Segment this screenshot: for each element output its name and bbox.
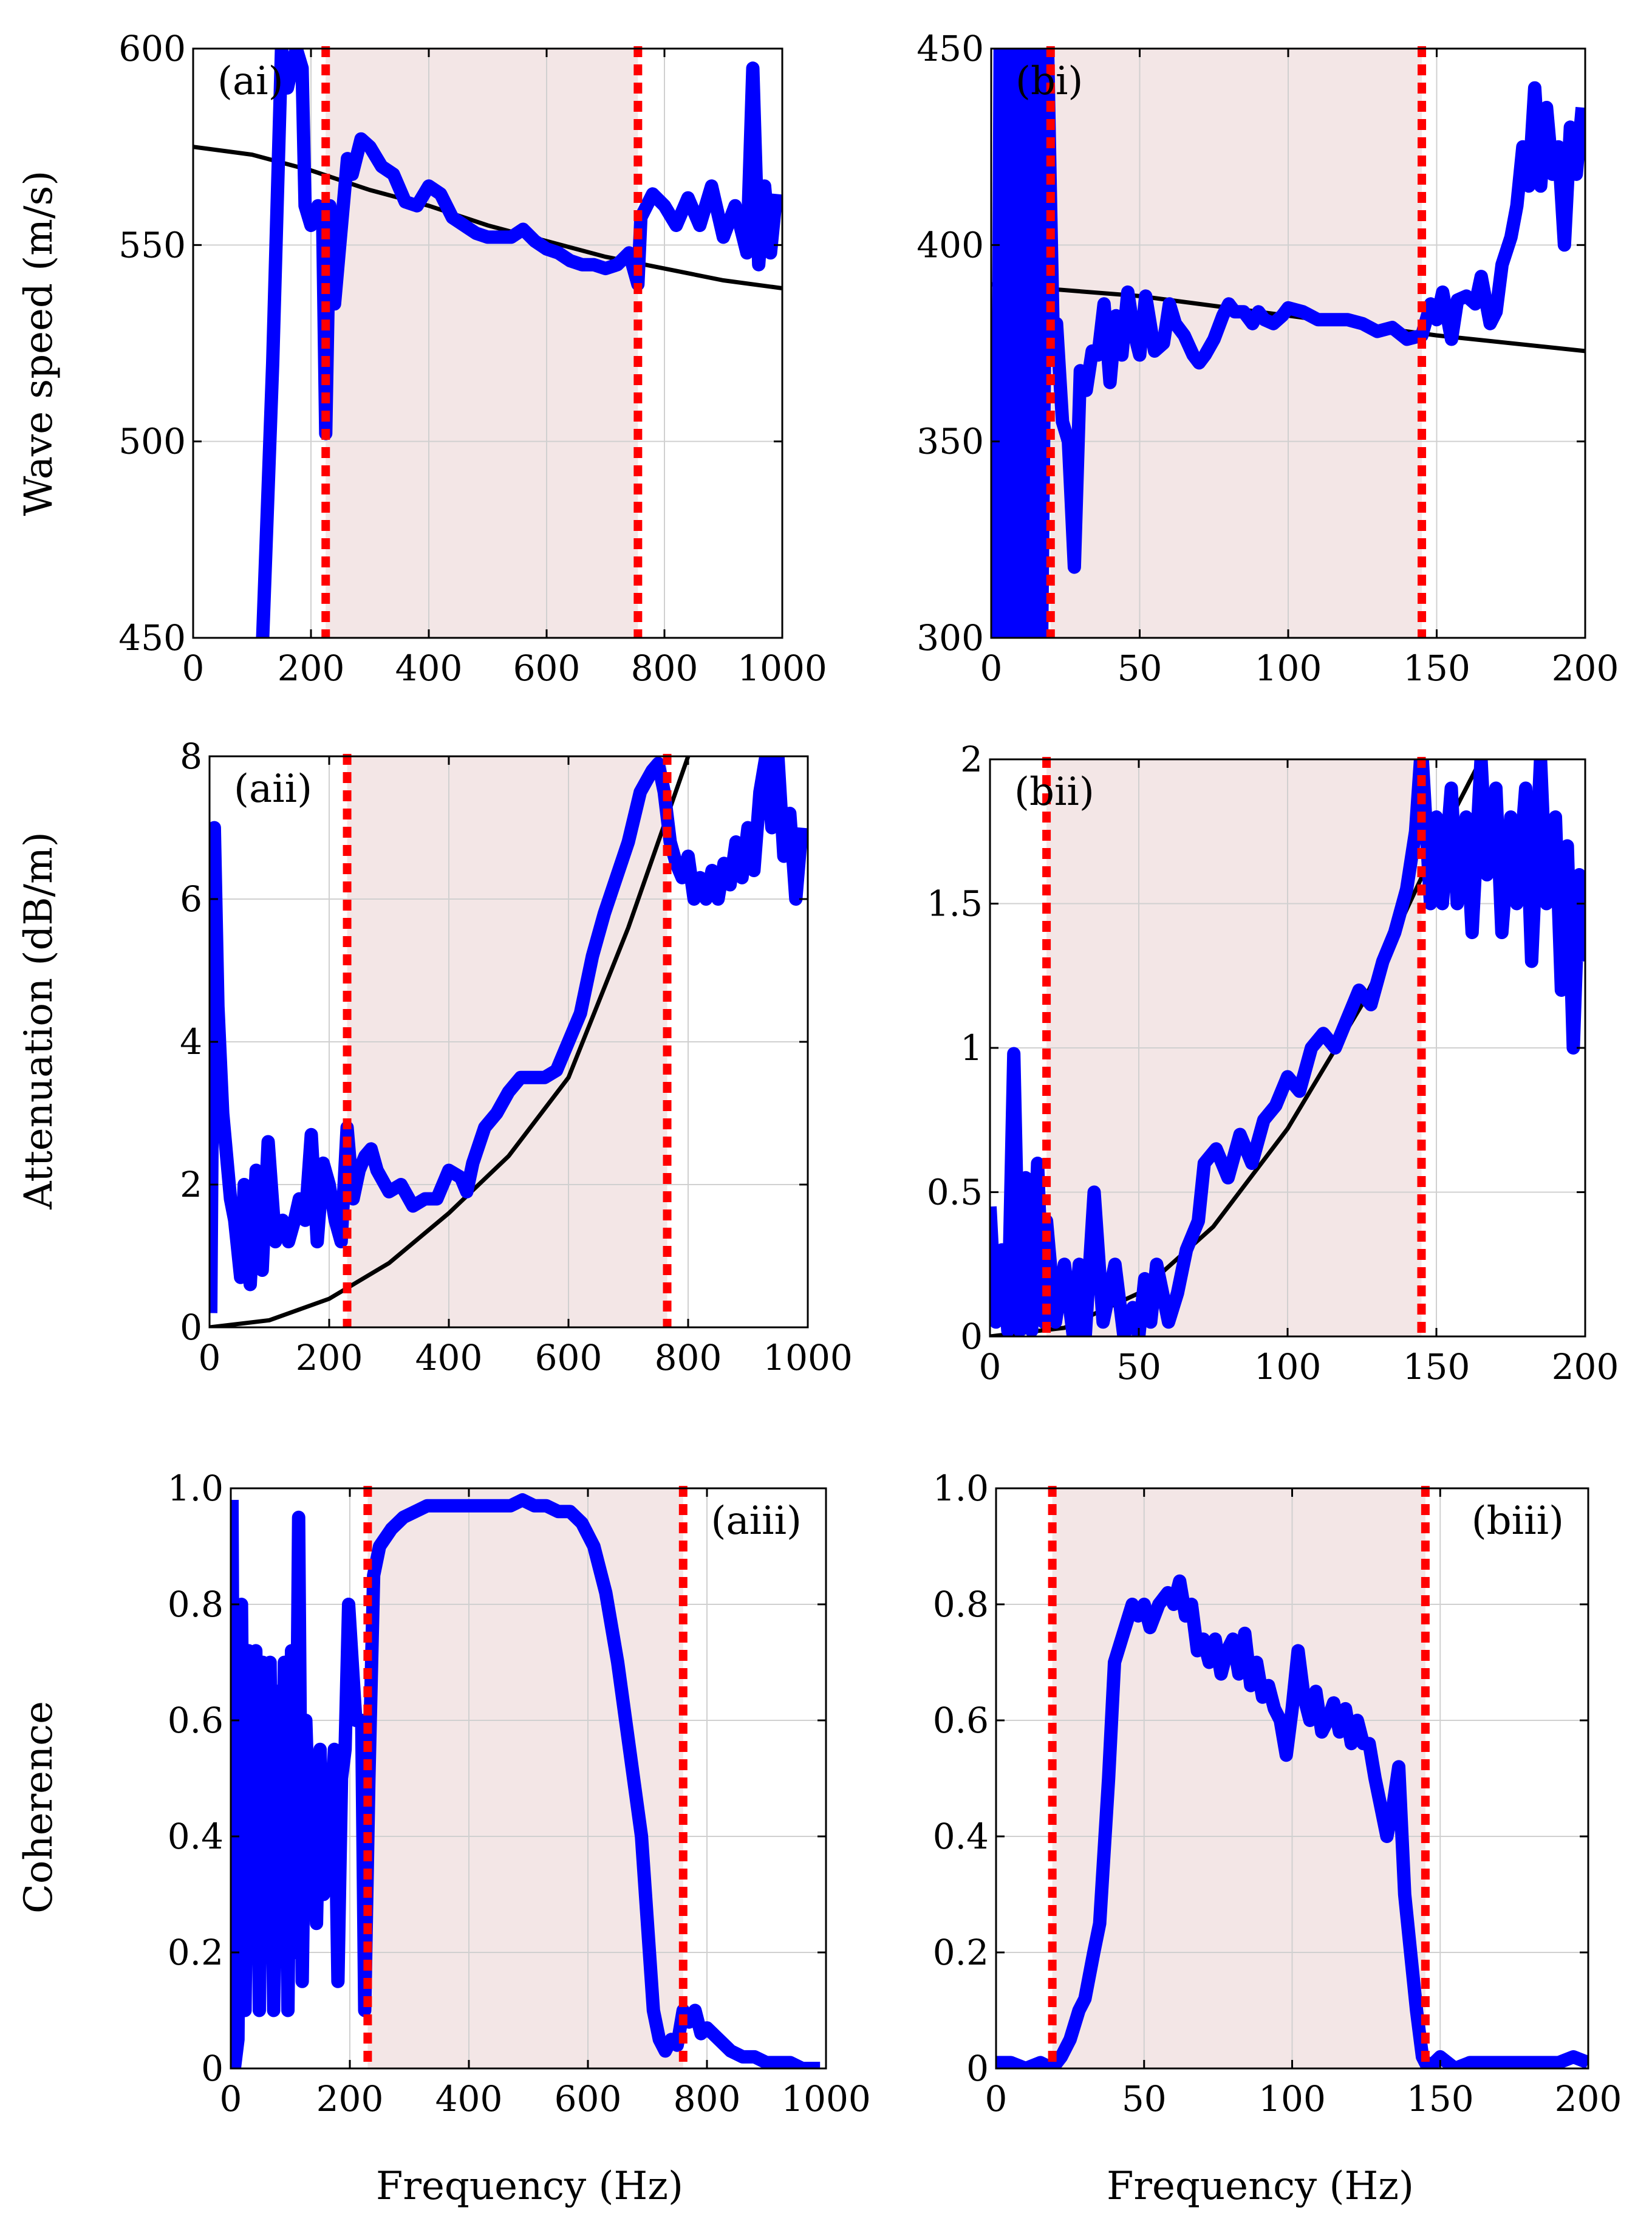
panel-aiii-xtick-label: 600 [555, 2078, 622, 2119]
panel-biii-data-line [996, 1574, 1588, 2068]
panel-bi-ytick-label: 400 [916, 224, 984, 265]
panel-ai-passband [326, 49, 638, 638]
ylabel-row3: Coherence [16, 1701, 61, 1914]
panel-biii-series [996, 1574, 1588, 2068]
panel-aiii-ytick-label: 1.0 [168, 1468, 224, 1509]
panel-biii-xtick-label: 50 [1122, 2078, 1167, 2119]
panel-aii-label: (aii) [234, 767, 312, 812]
panel-bi-data-line [991, 49, 1585, 638]
panel-biii-ytick-label: 0.8 [933, 1584, 989, 1625]
panel-biii-ytick-label: 0.2 [933, 1932, 989, 1973]
panel-biii-xtick-label: 150 [1407, 2078, 1474, 2119]
panel-bii-xtick-label: 200 [1552, 1346, 1619, 1387]
panel-bii-ytick-label: 2 [960, 739, 983, 780]
panel-bii-ytick-label: 0.5 [927, 1172, 983, 1213]
panel-aiii-axes-box [230, 1487, 827, 2070]
panel-aiii-ytick-label: 0.4 [168, 1816, 224, 1857]
panel-ai-ytick-label: 600 [118, 28, 186, 69]
panel-aiii-xtick-label: 0 [220, 2078, 242, 2119]
panel-biii-ytick-label: 1.0 [933, 1468, 989, 1509]
panel-aiii-xtick-label: 400 [435, 2078, 503, 2119]
panel-biii-xtick-label: 200 [1555, 2078, 1622, 2119]
panel-aiii: 0 200 400 600 800 1000 0 0.2 0.4 0.6 0.8 1.0 (aiii) [168, 1468, 871, 2119]
panel-aii-xtick-label: 800 [655, 1337, 722, 1378]
panel-aii-xtick-label: 200 [296, 1337, 363, 1378]
panel-ai-fit-line [193, 145, 782, 290]
panel-aii-xtick-label: 1000 [763, 1337, 853, 1378]
xlabel-col-b: Frequency (Hz) [1107, 2164, 1414, 2209]
panel-bii-ytick-label: 1.5 [927, 883, 983, 925]
ylabel-row1: Wave speed (m/s) [16, 171, 61, 516]
panel-bii-data-line [990, 759, 1585, 1336]
xlabel-col-a: Frequency (Hz) [376, 2164, 683, 2209]
panel-ai-axes-box [192, 47, 783, 639]
panel-biii-ytick-label: 0 [966, 2048, 989, 2089]
panel-ai-label: (ai) [217, 59, 284, 104]
panel-aii-xtick-label: 400 [415, 1337, 483, 1378]
panel-bii-label: (bii) [1014, 770, 1094, 815]
panel-bi-xtick-label: 50 [1118, 648, 1162, 689]
panel-aii-ytick-label: 4 [180, 1021, 202, 1062]
panel-aii-ytick-label: 0 [180, 1307, 202, 1348]
panel-bii-xtick-label: 100 [1254, 1346, 1322, 1387]
ylabel-row2: Attenuation (dB/m) [16, 832, 61, 1209]
panel-bi-ytick-label: 350 [916, 421, 984, 462]
panel-aiii-xtick-label: 800 [674, 2078, 741, 2119]
panel-aii-data-line [210, 756, 808, 1313]
panel-ai-series [193, 49, 782, 638]
panel-bi-series [991, 49, 1585, 638]
panel-bi: 0 50 100 150 200 300 350 400 450 (bi) [916, 28, 1619, 689]
panel-bi-label: (bi) [1015, 59, 1083, 104]
panel-biii-xtick-label: 100 [1258, 2078, 1326, 2119]
panel-aiii-ytick-label: 0.2 [168, 1932, 224, 1973]
panel-ai-ytick-label: 550 [118, 224, 186, 265]
panel-aii-series [210, 756, 808, 1327]
panel-bi-xtick-label: 100 [1255, 648, 1322, 689]
panel-bii-xtick-label: 150 [1403, 1346, 1470, 1387]
panel-bii-xtick-label: 0 [979, 1346, 1002, 1387]
panel-bii-xtick-label: 50 [1116, 1346, 1161, 1387]
panel-ai-xtick-label: 600 [513, 648, 581, 689]
panel-aiii-ytick-label: 0.8 [168, 1584, 224, 1625]
panel-ai-xtick-label: 800 [631, 648, 698, 689]
panel-aiii-xtick-label: 200 [316, 2078, 384, 2119]
panel-bi-xtick-label: 0 [980, 648, 1003, 689]
panel-biii: 0 50 100 150 200 0 0.2 0.4 0.6 0.8 1.0 (biii) [933, 1468, 1622, 2119]
panel-biii-ytick-label: 0.6 [933, 1700, 989, 1741]
panel-aiii-series [231, 1493, 821, 2068]
panel-aii-ytick-label: 8 [180, 736, 202, 777]
panel-bi-ytick-label: 300 [916, 617, 984, 659]
panel-ai-xtick-label: 200 [278, 648, 345, 689]
panel-ai-xtick-label: 0 [182, 648, 205, 689]
panel-ai-ytick-label: 450 [118, 617, 186, 659]
panel-bi-xtick-label: 150 [1403, 648, 1470, 689]
panel-aii-ytick-label: 6 [180, 878, 202, 920]
panel-aii-fit-line [210, 756, 691, 1327]
panel-ai-xtick-label: 400 [395, 648, 463, 689]
panel-bii: 0 50 100 150 200 0 0.5 1 1.5 2 (bii) [927, 739, 1619, 1387]
panel-aiii-data-line [231, 1493, 821, 2068]
panel-aii-xtick-label: 600 [535, 1337, 602, 1378]
panel-ai-data-line [256, 49, 782, 638]
panel-ai-xtick-label: 1000 [737, 648, 827, 689]
panel-aiii-label: (aiii) [711, 1499, 802, 1544]
panel-ai-ytick-label: 500 [118, 421, 186, 462]
panel-aiii-xtick-label: 1000 [781, 2078, 871, 2119]
panel-bii-ytick-label: 0 [960, 1316, 983, 1357]
panel-bi-ytick-label: 450 [916, 28, 984, 69]
panel-aiii-ytick-label: 0 [201, 2048, 224, 2089]
panel-aii-xtick-label: 0 [199, 1337, 221, 1378]
panel-ai: 0 200 400 600 800 1000 450 500 550 600 (ai) [118, 28, 827, 689]
panel-biii-label: (biii) [1472, 1499, 1564, 1544]
panel-bi-xtick-label: 200 [1552, 648, 1619, 689]
panel-bii-ytick-label: 1 [960, 1027, 983, 1069]
panel-biii-ytick-label: 0.4 [933, 1816, 989, 1857]
panel-biii-xtick-label: 0 [985, 2078, 1008, 2119]
panel-aii-ytick-label: 2 [180, 1164, 202, 1205]
panel-aiii-ytick-label: 0.6 [168, 1700, 224, 1741]
panel-aii: 0 200 400 600 800 1000 0 2 4 6 8 (aii) [180, 736, 853, 1378]
